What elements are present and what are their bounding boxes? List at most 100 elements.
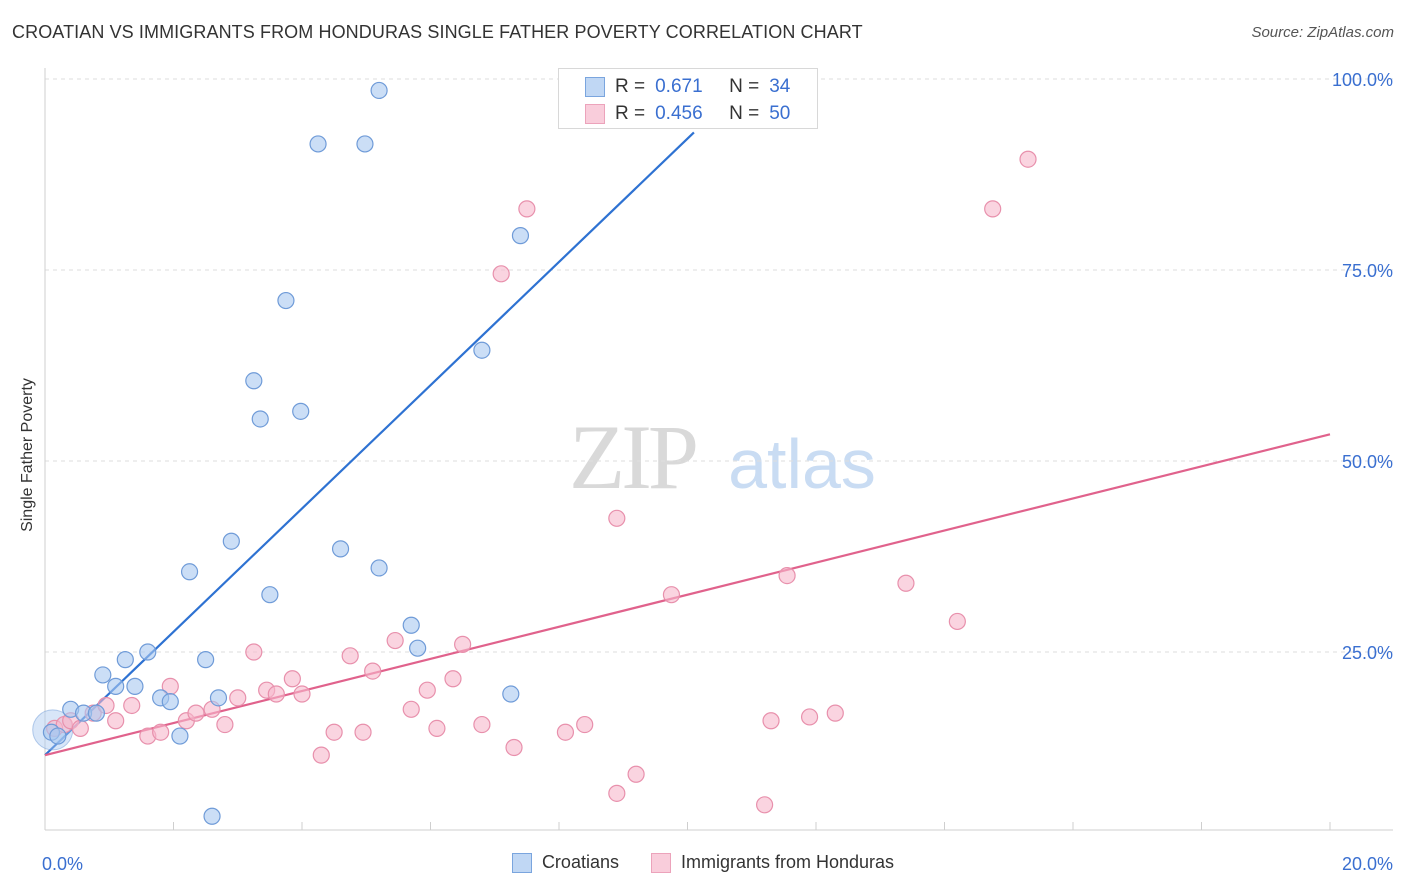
watermark-zip: ZIP <box>569 406 696 508</box>
honduras-point <box>267 685 285 703</box>
croatian-point <box>292 402 310 420</box>
honduras-point <box>608 509 626 527</box>
croatian-point <box>251 410 269 428</box>
honduras-point <box>948 612 966 631</box>
legend-item-honduras[interactable]: Immigrants from Honduras <box>650 852 895 873</box>
croatian-point <box>277 291 295 310</box>
legend-r-label: R = <box>615 76 646 97</box>
honduras-point <box>71 719 89 738</box>
honduras-point <box>187 704 205 722</box>
honduras-point <box>826 704 844 722</box>
legend-swatch-croatians <box>585 77 605 97</box>
honduras-point <box>608 784 626 802</box>
legend-r-value: 0.671 <box>655 76 703 97</box>
legend-label-honduras: Immigrants from Honduras <box>680 852 895 872</box>
croatian-point <box>370 559 388 577</box>
axes <box>44 68 1393 831</box>
honduras-point <box>556 723 575 741</box>
honduras-point <box>800 708 819 726</box>
croatian-point <box>116 651 134 669</box>
croatian-point <box>49 727 67 745</box>
legend-row-croatians: R = 0.671 N = 34 <box>585 75 790 99</box>
honduras-point <box>418 681 436 699</box>
croatian-point <box>511 227 530 245</box>
honduras-point <box>364 662 382 680</box>
chart-title: CROATIAN VS IMMIGRANTS FROM HONDURAS SIN… <box>12 22 863 42</box>
y-axis-label: Single Father Poverty <box>19 378 36 532</box>
legend-n-label: N = <box>729 76 760 97</box>
honduras-point <box>662 586 681 604</box>
legend-n-label: N = <box>729 103 760 124</box>
croatian-point <box>309 135 327 153</box>
croatian-point <box>356 135 374 153</box>
y-tick-label: 25.0% <box>1342 643 1393 663</box>
honduras-point <box>1019 150 1037 168</box>
legend-swatch-honduras <box>650 852 671 873</box>
croatian-point <box>180 563 199 581</box>
legend-item-croatians[interactable]: Croatians <box>511 852 619 873</box>
honduras-point <box>341 647 359 665</box>
y-tick-label: 100.0% <box>1332 70 1393 90</box>
honduras-point <box>576 715 594 734</box>
legend-label-croatians: Croatians <box>541 852 619 872</box>
honduras-point <box>293 685 311 703</box>
legend-swatch-croatians <box>511 852 532 873</box>
croatian-point <box>222 532 240 550</box>
data-points <box>32 70 1037 825</box>
honduras-point <box>107 712 125 730</box>
honduras-point <box>518 200 536 218</box>
honduras-point <box>505 738 523 757</box>
watermark: ZIP atlas <box>569 406 876 508</box>
honduras-point <box>627 765 645 783</box>
honduras-point <box>897 574 915 592</box>
croatian-point <box>203 807 221 825</box>
croatian-point <box>107 677 125 695</box>
croatian-point <box>245 372 263 390</box>
legend-r-value: 0.456 <box>655 103 703 124</box>
y-tick-label: 50.0% <box>1342 452 1393 472</box>
honduras-point <box>402 700 420 718</box>
legend-row-honduras: R = 0.456 N = 50 <box>585 102 790 126</box>
honduras-point <box>229 689 247 707</box>
croatian-point <box>209 689 228 707</box>
honduras-point <box>245 643 263 661</box>
honduras-point <box>216 715 234 734</box>
watermark-atlas: atlas <box>728 425 876 503</box>
honduras-point <box>778 566 796 585</box>
tick-labels: 25.0% 50.0% 75.0% 100.0% 0.0% 20.0% <box>42 70 1393 874</box>
croatian-point <box>171 727 189 745</box>
x-tick-label: 0.0% <box>42 854 83 874</box>
honduras-point <box>354 723 372 741</box>
legend-swatch-honduras <box>585 104 605 124</box>
honduras-point <box>386 631 404 650</box>
x-tick-label: 20.0% <box>1342 854 1393 874</box>
honduras-point <box>123 696 141 715</box>
y-tick-label: 75.0% <box>1342 261 1393 281</box>
legend-n-value: 34 <box>769 76 791 97</box>
honduras-point <box>762 712 780 730</box>
honduras-point <box>312 746 330 764</box>
honduras-point <box>755 796 774 814</box>
honduras-point <box>473 715 491 734</box>
honduras-point <box>984 200 1002 218</box>
croatian-point <box>370 81 388 100</box>
croatian-point <box>139 643 157 661</box>
correlation-legend: R = 0.671 N = 34 R = 0.456 N = 50 <box>558 68 818 129</box>
legend-r-label: R = <box>615 103 646 124</box>
honduras-point <box>492 265 510 283</box>
croatian-point <box>331 540 350 558</box>
honduras-point <box>454 635 472 653</box>
croatian-point <box>502 685 520 703</box>
honduras-point <box>283 670 301 688</box>
croatian-point <box>402 616 420 634</box>
croatian-point <box>94 666 112 684</box>
honduras-point <box>325 723 343 741</box>
series-legend: Croatians Immigrants from Honduras <box>0 852 1406 873</box>
source-credit: Source: ZipAtlas.com <box>1251 24 1394 41</box>
croatian-point <box>409 639 427 657</box>
honduras-trend-line <box>44 433 1331 757</box>
croatian-point <box>87 704 106 722</box>
croatian-point <box>473 341 491 359</box>
honduras-point <box>152 723 170 741</box>
